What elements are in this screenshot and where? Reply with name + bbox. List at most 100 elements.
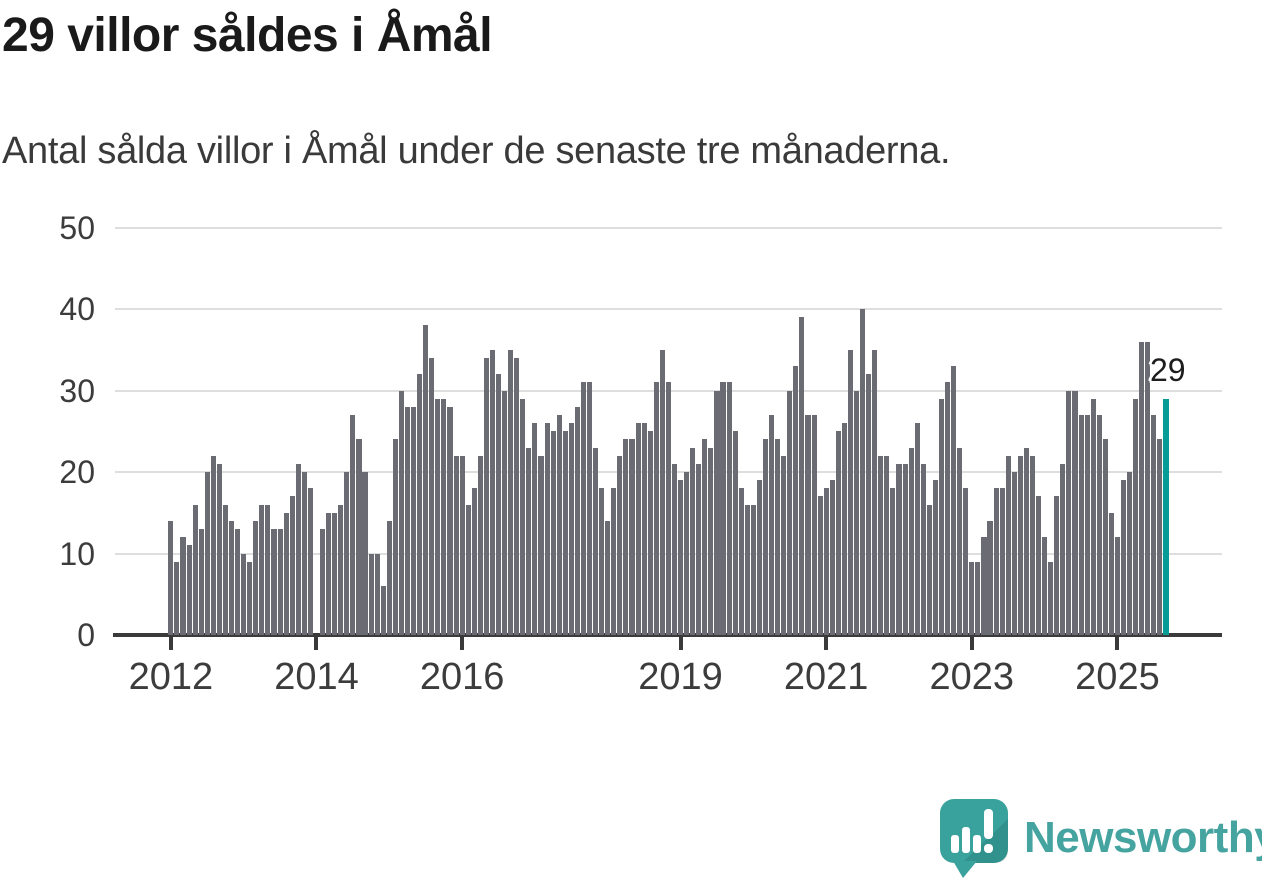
bar — [690, 447, 696, 635]
bar — [890, 488, 896, 635]
bar — [1096, 414, 1102, 635]
y-axis-label: 0 — [77, 617, 95, 653]
bar — [708, 447, 714, 635]
bar — [872, 349, 878, 635]
bar — [1078, 414, 1084, 635]
bar — [380, 586, 386, 635]
bar — [1005, 455, 1011, 635]
x-axis-tick-2025 — [1115, 637, 1120, 650]
bar — [756, 480, 762, 635]
bar — [665, 382, 671, 635]
bar — [520, 398, 526, 635]
bar — [1023, 447, 1029, 635]
bar — [447, 406, 453, 635]
bar — [404, 406, 411, 635]
bar — [429, 357, 435, 635]
bar — [593, 447, 599, 635]
bar — [1011, 472, 1017, 635]
bar — [235, 529, 241, 635]
bar — [180, 537, 186, 635]
bar — [326, 512, 332, 635]
bar — [277, 529, 283, 635]
bar — [301, 472, 307, 635]
bar — [926, 504, 932, 635]
bar — [860, 309, 866, 635]
bar — [835, 431, 841, 635]
bar — [586, 382, 593, 635]
bar — [465, 504, 471, 635]
bar — [1139, 341, 1145, 635]
bar — [1157, 439, 1163, 635]
bar — [963, 488, 969, 635]
bar — [556, 414, 562, 635]
bar — [726, 382, 732, 635]
x-axis-tick-2012 — [168, 637, 173, 650]
bar — [186, 545, 192, 635]
bar — [1042, 537, 1048, 635]
bar — [550, 431, 556, 635]
bar — [1114, 537, 1120, 635]
bar — [544, 423, 550, 635]
bar — [168, 520, 174, 635]
bar — [678, 480, 684, 635]
bar — [817, 496, 823, 635]
bar — [502, 390, 508, 635]
bar — [720, 382, 726, 635]
bar — [489, 349, 495, 635]
bar — [945, 382, 951, 635]
gridline-y50 — [115, 226, 1222, 229]
bar — [1066, 390, 1072, 635]
bar — [307, 488, 313, 635]
bar — [192, 504, 198, 635]
bar — [975, 561, 981, 635]
bar — [216, 463, 222, 635]
bar — [362, 472, 368, 635]
bar — [623, 439, 629, 635]
bar — [653, 382, 659, 635]
bar — [271, 529, 277, 635]
bar — [247, 561, 253, 635]
bar — [938, 398, 945, 635]
bar — [392, 439, 398, 635]
x-axis-tick-2016 — [460, 637, 465, 650]
y-axis-label: 50 — [59, 209, 95, 246]
bar — [222, 504, 228, 635]
bar — [338, 504, 344, 635]
bar — [198, 529, 204, 635]
bar — [775, 439, 781, 635]
bar — [781, 455, 787, 635]
bar — [993, 488, 999, 635]
bar — [1127, 472, 1133, 635]
bar — [1036, 496, 1042, 635]
bar — [1029, 455, 1036, 635]
bar — [174, 561, 180, 635]
bar — [1017, 455, 1023, 635]
x-axis-label-2021: 2021 — [783, 656, 869, 698]
bar — [259, 504, 265, 635]
bar — [841, 423, 847, 635]
bar — [629, 439, 635, 635]
bar — [483, 357, 489, 635]
bar — [902, 463, 908, 635]
bar — [368, 553, 374, 635]
bar — [744, 504, 750, 635]
bar — [696, 463, 702, 635]
bar — [453, 455, 459, 635]
bar — [866, 374, 872, 635]
bar — [514, 357, 520, 635]
bar — [1072, 390, 1078, 635]
bar — [793, 366, 799, 635]
bar — [732, 431, 738, 635]
bar — [1145, 341, 1151, 635]
bar — [289, 496, 295, 635]
bar-chart: 0 10 20 30 40 50 2012 2014 2016 2019 2021 2023 2025 2… — [59, 209, 1222, 698]
bar — [477, 455, 483, 635]
bar — [932, 480, 938, 635]
newsworthy-bubble-icon — [940, 799, 1008, 878]
bar — [884, 455, 890, 635]
bar — [295, 463, 301, 635]
bar — [1084, 414, 1090, 635]
bar — [823, 488, 829, 635]
bar — [332, 512, 338, 635]
highlighted-bar — [1163, 398, 1169, 635]
